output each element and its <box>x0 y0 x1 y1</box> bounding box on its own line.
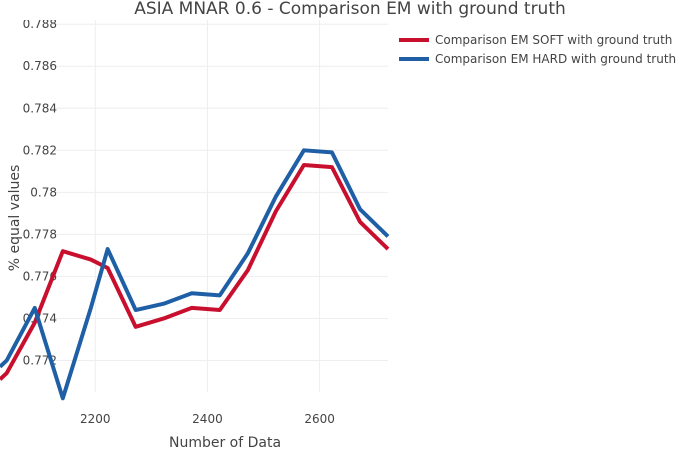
y-tick-label: 0.778 <box>23 227 57 241</box>
y-tick-label: 0.782 <box>23 143 57 157</box>
y-axis-title: % equal values <box>7 165 23 272</box>
title-band <box>0 0 700 20</box>
series-soft-line <box>0 163 390 381</box>
y-tick-label: 0.784 <box>23 101 57 115</box>
x-tick-label: 2200 <box>80 412 111 426</box>
legend: Comparison EM SOFT with ground truth Comp… <box>399 33 676 66</box>
series-hard-line <box>0 148 390 401</box>
grid <box>52 20 388 392</box>
series-lines <box>0 148 390 401</box>
legend-label: Comparison EM SOFT with ground truth <box>435 33 672 47</box>
chart-title: ASIA MNAR 0.6 - Comparison EM with groun… <box>134 0 566 19</box>
y-tick-label: 0.786 <box>23 59 57 73</box>
y-tick-label: 0.788 <box>23 17 57 31</box>
x-tick-label: 2400 <box>192 412 223 426</box>
x-axis-title: Number of Data <box>169 435 281 450</box>
x-axis-ticks: 2200 2400 2600 <box>80 412 335 426</box>
y-tick-label: 0.776 <box>23 269 57 283</box>
x-tick-label: 2600 <box>304 412 335 426</box>
y-tick-label: 0.78 <box>30 185 57 199</box>
legend-label: Comparison EM HARD with ground truth <box>435 52 676 66</box>
